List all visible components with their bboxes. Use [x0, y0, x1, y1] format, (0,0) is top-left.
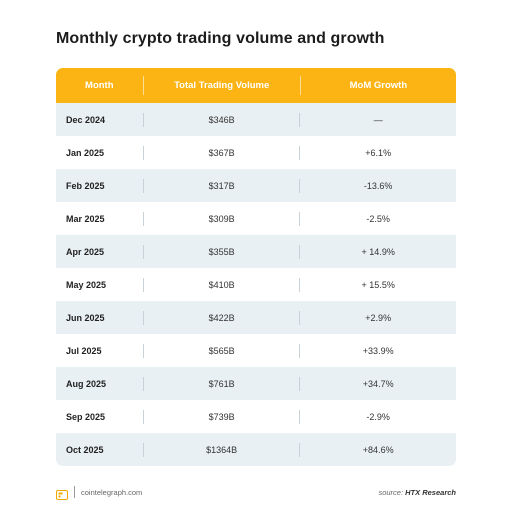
- growth-cell: +6.1%: [365, 147, 392, 158]
- volume-cell: $309B: [208, 213, 235, 224]
- header-month: Month: [85, 80, 114, 91]
- growth-cell: +2.9%: [365, 312, 392, 323]
- table-row: Aug 2025 $761B +34.7%: [56, 367, 456, 400]
- volume-cell: $410B: [208, 279, 235, 290]
- column-divider: [142, 178, 144, 193]
- growth-cell: +84.6%: [362, 444, 394, 455]
- column-divider: [299, 112, 301, 127]
- table-row: Dec 2024 $346B —: [56, 103, 456, 136]
- month-cell: Jul 2025: [66, 345, 102, 356]
- table-body: Dec 2024 $346B — Jan 2025 $367B +6.1% Feb 2025…: [56, 103, 456, 466]
- table-row: Feb 2025 $317B -13.6%: [56, 169, 456, 202]
- column-divider: [142, 343, 144, 358]
- column-divider: [299, 409, 301, 424]
- volume-cell: $355B: [208, 246, 235, 257]
- column-divider: [299, 178, 301, 193]
- column-divider: [142, 244, 144, 259]
- column-divider: [299, 343, 301, 358]
- month-cell: Oct 2025: [66, 444, 104, 455]
- growth-cell: +34.7%: [362, 378, 394, 389]
- volume-cell: $739B: [208, 411, 235, 422]
- header-mom-growth: MoM Growth: [299, 76, 456, 95]
- column-divider: [299, 145, 301, 160]
- month-cell: Feb 2025: [66, 180, 105, 191]
- data-table: Month Total Trading Volume MoM Growth De…: [56, 68, 456, 466]
- table-row: Sep 2025 $739B -2.9%: [56, 400, 456, 433]
- month-cell: Sep 2025: [66, 411, 106, 422]
- column-divider: [299, 442, 301, 457]
- month-cell: Jun 2025: [66, 312, 105, 323]
- source-credit: source: HTX Research: [378, 488, 456, 497]
- column-divider: [142, 211, 144, 226]
- growth-cell: -2.5%: [366, 213, 390, 224]
- column-divider: [299, 211, 301, 226]
- source-name: HTX Research: [405, 487, 456, 497]
- growth-cell: + 14.9%: [361, 246, 395, 257]
- table-row: Jul 2025 $565B +33.9%: [56, 334, 456, 367]
- column-divider: [142, 376, 144, 391]
- table-row: Mar 2025 $309B -2.5%: [56, 202, 456, 235]
- month-cell: Mar 2025: [66, 213, 105, 224]
- volume-cell: $1364B: [206, 444, 238, 455]
- column-divider: [142, 112, 144, 127]
- site-link[interactable]: cointelegraph.com: [81, 487, 143, 497]
- growth-cell: + 15.5%: [361, 279, 395, 290]
- footer: cointelegraph.com source: HTX Research: [56, 485, 456, 500]
- cointelegraph-logo-icon: [56, 487, 68, 500]
- growth-cell: +33.9%: [362, 345, 394, 356]
- table-header: Month Total Trading Volume MoM Growth: [56, 68, 456, 103]
- month-cell: Apr 2025: [66, 246, 105, 257]
- growth-cell: —: [373, 114, 383, 125]
- volume-cell: $565B: [208, 345, 235, 356]
- table-row: Jun 2025 $422B +2.9%: [56, 301, 456, 334]
- table-row: Jan 2025 $367B +6.1%: [56, 136, 456, 169]
- page-title: Monthly crypto trading volume and growth: [56, 30, 385, 47]
- volume-cell: $367B: [208, 147, 235, 158]
- footer-divider: [74, 486, 75, 498]
- column-divider: [142, 442, 144, 457]
- column-divider: [299, 277, 301, 292]
- month-cell: May 2025: [66, 279, 107, 290]
- table-row: Apr 2025 $355B + 14.9%: [56, 235, 456, 268]
- column-divider: [299, 310, 301, 325]
- table-row: Oct 2025 $1364B +84.6%: [56, 433, 456, 466]
- column-divider: [142, 277, 144, 292]
- header-total-trading-volume: Total Trading Volume: [142, 76, 300, 95]
- growth-cell: -13.6%: [363, 180, 393, 191]
- volume-cell: $761B: [208, 378, 235, 389]
- volume-cell: $346B: [208, 114, 235, 125]
- column-divider: [299, 244, 301, 259]
- month-cell: Dec 2024: [66, 114, 106, 125]
- month-cell: Jan 2025: [66, 147, 105, 158]
- column-divider: [299, 376, 301, 391]
- column-divider: [142, 310, 144, 325]
- volume-cell: $317B: [208, 180, 235, 191]
- source-prefix: source:: [378, 487, 404, 497]
- volume-cell: $422B: [208, 312, 235, 323]
- column-divider: [142, 409, 144, 424]
- column-divider: [142, 145, 144, 160]
- table-row: May 2025 $410B + 15.5%: [56, 268, 456, 301]
- growth-cell: -2.9%: [366, 411, 390, 422]
- month-cell: Aug 2025: [66, 378, 107, 389]
